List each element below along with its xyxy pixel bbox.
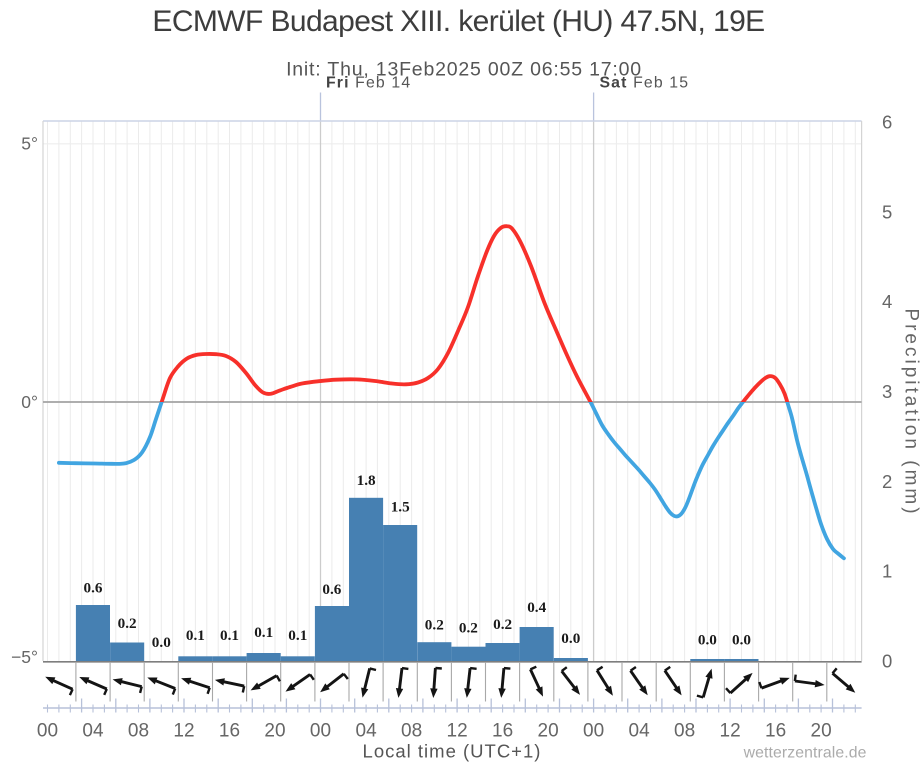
svg-text:ECMWF Budapest XIII. kerület (: ECMWF Budapest XIII. kerület (HU) 47.5N,… bbox=[152, 5, 764, 38]
svg-text:5: 5 bbox=[882, 201, 892, 222]
svg-text:08: 08 bbox=[401, 721, 422, 742]
svg-text:16: 16 bbox=[219, 721, 240, 742]
svg-text:Local time (UTC+1): Local time (UTC+1) bbox=[363, 741, 542, 762]
svg-text:0.6: 0.6 bbox=[84, 580, 103, 597]
svg-text:04: 04 bbox=[82, 721, 104, 742]
svg-text:08: 08 bbox=[674, 721, 695, 742]
svg-text:0.1: 0.1 bbox=[288, 627, 307, 644]
svg-text:4: 4 bbox=[882, 291, 892, 312]
svg-text:12: 12 bbox=[173, 721, 194, 742]
svg-text:3: 3 bbox=[882, 381, 892, 402]
svg-text:0.0: 0.0 bbox=[152, 634, 171, 651]
svg-text:00: 00 bbox=[583, 721, 604, 742]
svg-text:0.6: 0.6 bbox=[322, 581, 341, 598]
svg-text:0.2: 0.2 bbox=[459, 620, 478, 637]
svg-text:0.0: 0.0 bbox=[561, 630, 580, 647]
svg-text:20: 20 bbox=[811, 721, 832, 742]
svg-text:Fri Feb 14: Fri Feb 14 bbox=[326, 75, 411, 92]
svg-text:0.4: 0.4 bbox=[527, 599, 546, 616]
svg-text:−5°: −5° bbox=[11, 647, 38, 667]
svg-text:04: 04 bbox=[356, 721, 378, 742]
svg-text:0.0: 0.0 bbox=[732, 632, 751, 649]
svg-text:1.5: 1.5 bbox=[391, 499, 410, 516]
svg-text:12: 12 bbox=[720, 721, 741, 742]
svg-text:0.1: 0.1 bbox=[254, 624, 273, 641]
svg-text:00: 00 bbox=[37, 721, 58, 742]
svg-text:0.1: 0.1 bbox=[186, 627, 205, 644]
svg-text:16: 16 bbox=[492, 721, 513, 742]
svg-text:6: 6 bbox=[882, 112, 892, 133]
svg-text:20: 20 bbox=[264, 721, 285, 742]
svg-text:0.2: 0.2 bbox=[118, 615, 137, 632]
svg-text:wetterzentrale.de: wetterzentrale.de bbox=[743, 745, 867, 762]
svg-text:12: 12 bbox=[447, 721, 468, 742]
svg-text:Precipitation (mm): Precipitation (mm) bbox=[901, 308, 921, 516]
svg-text:00: 00 bbox=[310, 721, 331, 742]
svg-text:16: 16 bbox=[765, 721, 786, 742]
svg-text:1: 1 bbox=[882, 561, 892, 582]
svg-text:20: 20 bbox=[538, 721, 559, 742]
svg-text:2: 2 bbox=[882, 471, 892, 492]
svg-text:0.2: 0.2 bbox=[493, 616, 512, 633]
svg-text:08: 08 bbox=[128, 721, 149, 742]
svg-text:5°: 5° bbox=[21, 134, 38, 154]
svg-text:1.8: 1.8 bbox=[357, 472, 376, 489]
svg-text:0.2: 0.2 bbox=[425, 617, 444, 634]
svg-text:0°: 0° bbox=[21, 392, 38, 412]
svg-text:0: 0 bbox=[882, 651, 892, 672]
svg-text:Sat Feb 15: Sat Feb 15 bbox=[600, 75, 690, 92]
svg-text:04: 04 bbox=[629, 721, 651, 742]
svg-text:0.0: 0.0 bbox=[698, 632, 717, 649]
svg-text:0.1: 0.1 bbox=[220, 627, 239, 644]
